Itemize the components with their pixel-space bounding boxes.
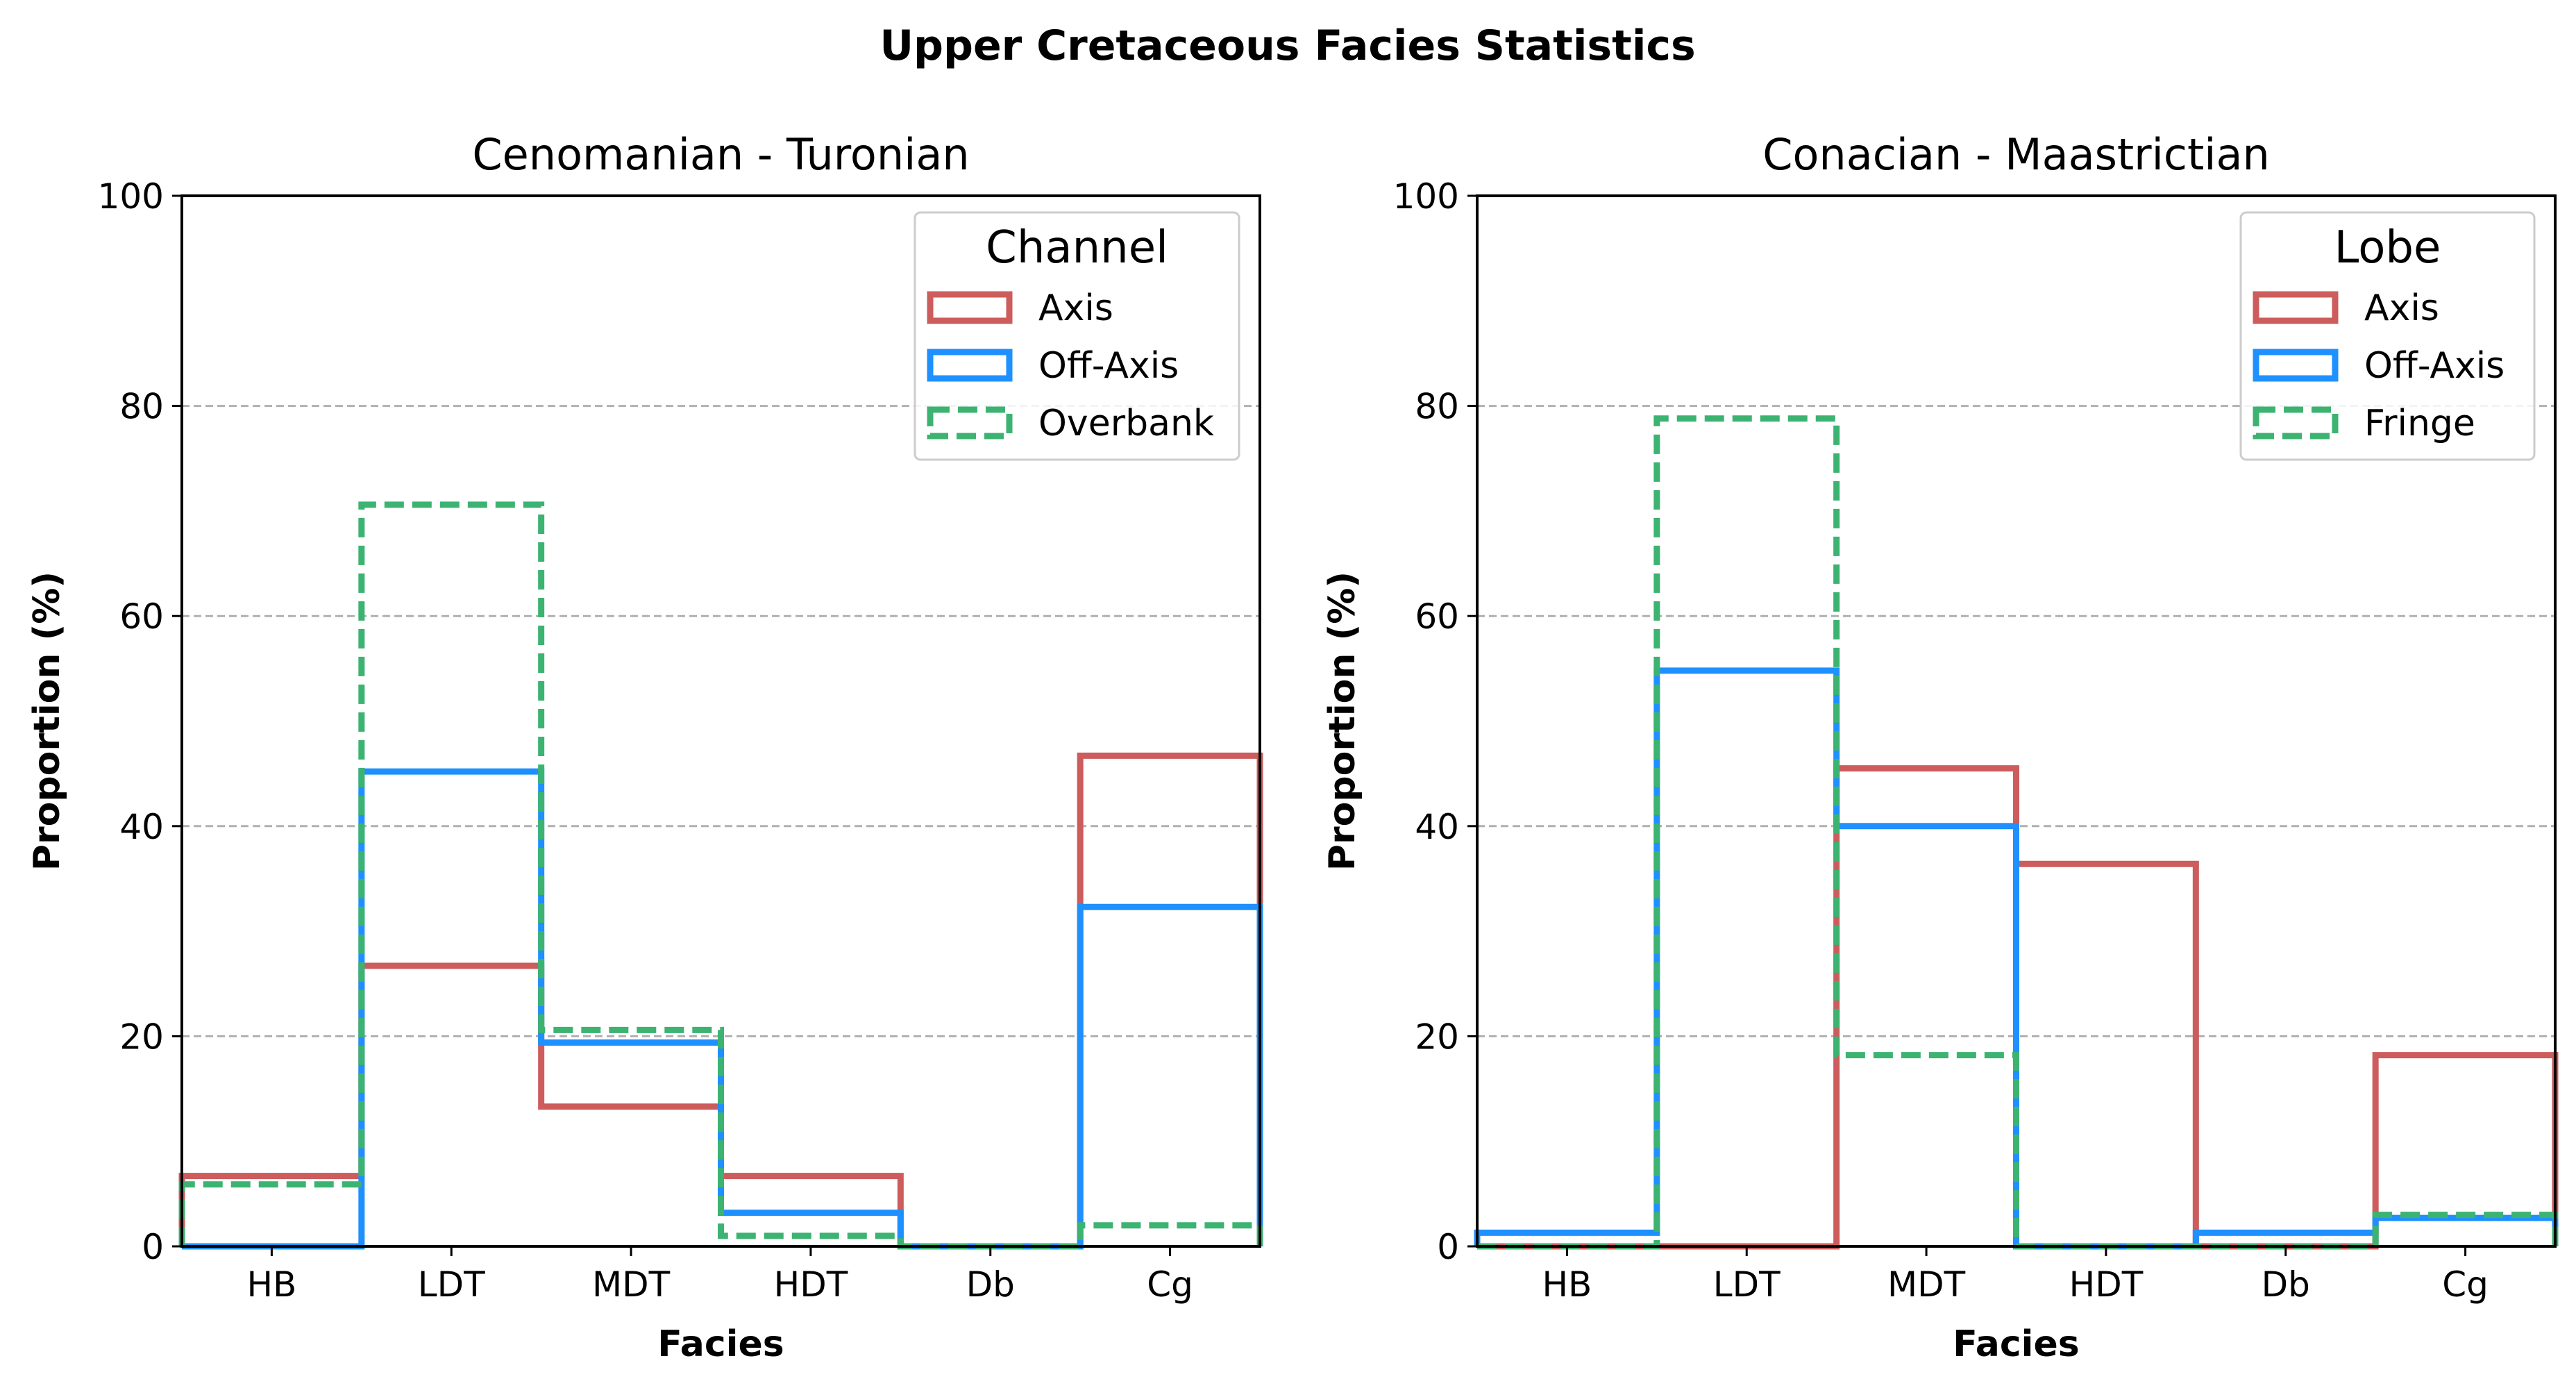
y-tick-label: 20 [119,1017,164,1057]
y-tick-label: 0 [1437,1227,1459,1267]
x-tick-label: HB [1542,1264,1592,1305]
legend-swatch-axis [2253,291,2339,324]
legend-box [914,211,1240,461]
y-tick-label: 40 [1415,807,1459,847]
bar-cg-overbank [1083,1226,1257,1246]
y-tick-label: 20 [1415,1017,1459,1057]
x-tick-label: MDT [592,1264,671,1305]
legend-label-off-axis: Off-Axis [1038,345,1179,387]
panel-title: Cenomanian - Turonian [472,129,969,180]
y-axis-label: Proportion (%) [26,571,68,871]
panel-cenomanian-turonian: 0 20 40 60 80 100 HB LDT MDT HDT Db Cg Cenomanian - … [26,129,1263,1365]
legend: Channel Axis Off-Axis Overbank [914,211,1240,461]
y-tick-label: 100 [1393,176,1459,217]
bar-hb-overbank [185,1185,359,1246]
legend-box [2239,211,2536,461]
x-tick-label: LDT [418,1264,485,1305]
y-tick-label: 60 [119,596,164,637]
y-tick-label: 100 [98,176,164,217]
figure-title: Upper Cretaceous Facies Statistics [879,22,1695,70]
legend-title: Channel [986,222,1168,274]
legend-label-overbank: Overbank [1038,403,1214,444]
x-tick-label: HB [246,1264,296,1305]
x-axis-label: Facies [657,1323,784,1365]
legend-swatch-fringe [2253,406,2339,440]
legend-label-axis: Axis [1038,287,1113,329]
plot-frame [1476,194,2557,1248]
series-overbank-line [178,501,1263,1250]
bar-ldt-fringe [1660,419,1834,1246]
x-tick-label: LDT [1713,1264,1781,1305]
bar-cg-off-axis [1083,907,1257,1246]
panel-title: Conacian - Maastrictian [1762,129,2270,180]
y-tick-label: 80 [119,387,164,427]
legend-label-axis: Axis [2364,287,2439,329]
bar-cg-fringe [2378,1215,2552,1246]
x-tick-label: Cg [2442,1264,2489,1305]
y-tick-label: 60 [1415,596,1459,637]
series-fringe-line [1477,415,2559,1250]
bar-mdt-fringe [1840,1055,2014,1246]
x-tick-label: HDT [774,1264,848,1305]
x-tick-label: Cg [1147,1264,1193,1305]
x-axis-label: Facies [1953,1323,2079,1365]
plot-frame [180,194,1261,1248]
x-tick-label: HDT [2069,1264,2144,1305]
legend-title: Lobe [2334,222,2441,274]
bar-ldt-overbank [364,505,539,1246]
x-tick-label: MDT [1887,1264,1966,1305]
bar-hdt-axis [2019,864,2194,1246]
panel-conacian-maastrictian: 0 20 40 60 80 100 HB LDT MDT HDT Db Cg Conacian - Ma… [1322,129,2559,1365]
y-tick-label: 40 [119,807,164,847]
legend: Lobe Axis Off-Axis Fringe [2239,211,2536,461]
legend-swatch-axis [927,291,1013,324]
bar-mdt-overbank [544,1030,718,1246]
y-tick-label: 80 [1415,387,1459,427]
x-tick-label: Db [2262,1264,2310,1305]
y-axis-label: Proportion (%) [1322,571,1363,871]
bar-hdt-overbank [724,1236,898,1246]
legend-swatch-off-axis [927,349,1013,382]
legend-label-off-axis: Off-Axis [2364,345,2505,387]
legend-label-fringe: Fringe [2364,403,2475,444]
y-tick-label: 0 [142,1227,164,1267]
legend-swatch-overbank [927,406,1013,440]
legend-swatch-off-axis [2253,349,2339,382]
x-tick-label: Db [966,1264,1015,1305]
